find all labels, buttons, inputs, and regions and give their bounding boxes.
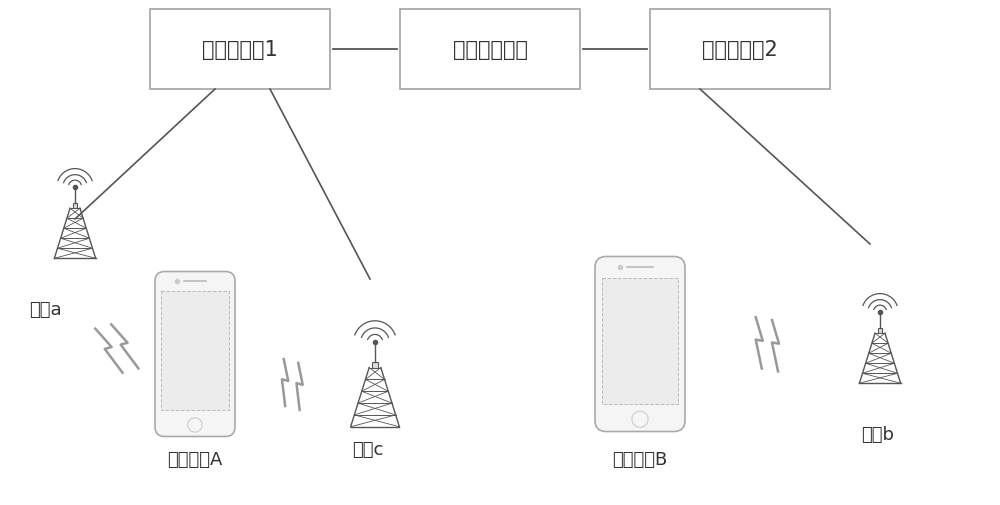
FancyBboxPatch shape <box>155 272 235 437</box>
Text: 基站控制器1: 基站控制器1 <box>202 40 278 60</box>
FancyBboxPatch shape <box>595 257 685 432</box>
Text: 基站b: 基站b <box>862 425 895 443</box>
Bar <box>400 10 580 90</box>
Bar <box>650 10 830 90</box>
Text: 移动交换中心: 移动交换中心 <box>452 40 528 60</box>
Text: 基站控制器2: 基站控制器2 <box>702 40 778 60</box>
Bar <box>602 278 678 403</box>
Bar <box>150 10 330 90</box>
Bar <box>878 329 882 333</box>
Text: 基站c: 基站c <box>352 440 384 458</box>
Text: 电子设备B: 电子设备B <box>612 450 668 468</box>
Bar <box>73 204 77 209</box>
Text: 基站a: 基站a <box>29 300 61 318</box>
Text: 电子设备A: 电子设备A <box>167 450 223 468</box>
Bar <box>372 362 378 368</box>
Bar <box>161 292 229 410</box>
